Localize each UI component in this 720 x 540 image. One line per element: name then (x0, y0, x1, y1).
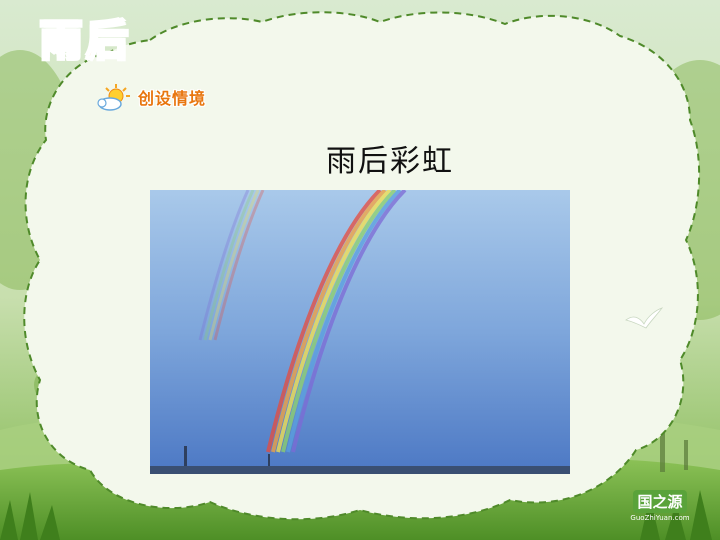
section-tag: 创设情境 (96, 82, 206, 112)
slide-title: 雨 后 (39, 16, 129, 65)
title-char-1: 雨 (39, 16, 83, 65)
title-char-2: 后 (85, 16, 129, 65)
seagull-icon (625, 307, 664, 329)
sun-cloud-icon (97, 84, 130, 111)
brand-logo-text: 国之源 (633, 490, 687, 513)
brand-url: GuoZhiYuan.com (630, 514, 690, 522)
brand-watermark: 国之源 GuoZhiYuan.com (618, 490, 702, 522)
content-heading: 雨后彩虹 (326, 144, 454, 179)
rainbow-photo (150, 190, 570, 474)
section-tag-label: 创设情境 (138, 89, 207, 108)
